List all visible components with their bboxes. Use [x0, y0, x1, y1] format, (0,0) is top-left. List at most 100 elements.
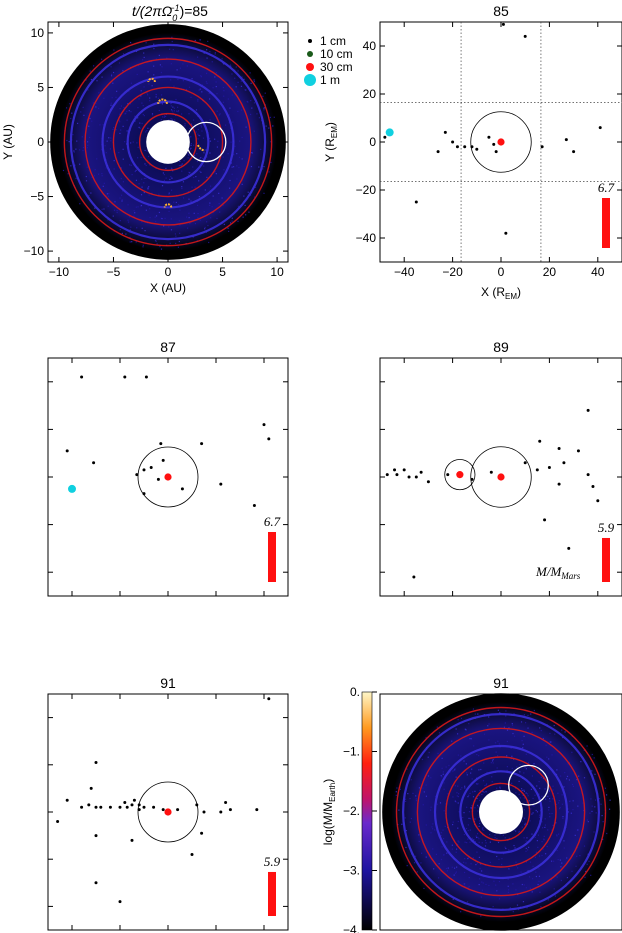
- dust-speck: [215, 81, 217, 83]
- particle-point: [142, 468, 146, 472]
- dust-speck: [475, 835, 477, 837]
- dust-speck: [436, 726, 438, 728]
- dust-speck: [609, 799, 611, 801]
- dust-speck: [129, 103, 131, 105]
- particle-point: [135, 473, 139, 477]
- dust-speck: [153, 74, 155, 76]
- dust-speck: [457, 802, 459, 804]
- dust-speck: [543, 838, 545, 840]
- dust-speck: [197, 216, 199, 219]
- dust-speck: [521, 739, 523, 742]
- scatter-87-content: 6.7: [65, 375, 281, 582]
- dust-speck: [523, 809, 525, 811]
- dust-speck: [256, 113, 258, 115]
- dust-speck: [469, 829, 471, 831]
- particle-point: [161, 808, 165, 812]
- dust-speck: [468, 817, 470, 819]
- dust-speck: [444, 825, 446, 827]
- dust-speck: [170, 63, 172, 65]
- dust-speck: [227, 227, 229, 229]
- particle-point: [487, 135, 491, 139]
- dust-speck: [265, 125, 267, 127]
- dust-speck: [467, 887, 469, 889]
- dust-speck: [516, 904, 519, 906]
- dust-speck: [457, 820, 459, 823]
- dust-speck: [525, 861, 527, 863]
- dust-speck: [544, 826, 546, 829]
- dust-speck: [579, 854, 581, 857]
- dust-speck: [427, 775, 430, 777]
- dust-speck: [525, 850, 527, 852]
- dust-speck: [454, 769, 456, 771]
- dust-speck: [486, 783, 488, 785]
- dust-speck: [148, 83, 150, 85]
- particle-point: [118, 900, 122, 904]
- dust-speck: [457, 719, 459, 721]
- dust-speck: [454, 800, 456, 802]
- dust-speck: [228, 114, 230, 116]
- dust-speck: [92, 65, 95, 67]
- panel-scatter-91: 91 5.9: [47, 675, 289, 931]
- dust-speck: [526, 837, 528, 839]
- dust-speck: [209, 204, 211, 207]
- dust-speck: [467, 796, 469, 798]
- dust-speck: [198, 89, 200, 91]
- dust-speck: [164, 217, 166, 219]
- scatter-87-title: 87: [160, 339, 176, 355]
- dust-speck: [161, 185, 164, 187]
- dust-speck: [147, 71, 149, 73]
- dust-speck: [219, 211, 221, 213]
- dust-speck: [456, 848, 458, 850]
- dust-speck: [496, 855, 498, 858]
- dust-speck: [513, 829, 515, 831]
- dust-speck: [171, 177, 173, 179]
- dust-speck: [606, 832, 608, 835]
- dust-speck: [498, 858, 500, 860]
- dust-speck: [504, 722, 506, 724]
- disk-ring: [84, 58, 252, 226]
- dust-speck: [116, 209, 118, 212]
- y-tick-label: 40: [363, 39, 377, 53]
- dust-speck: [474, 790, 476, 792]
- dust-speck: [505, 715, 507, 717]
- particle-point: [156, 477, 160, 481]
- dust-speck: [120, 129, 122, 131]
- dust-speck: [415, 795, 417, 797]
- dust-speck: [453, 769, 455, 771]
- dust-speck: [168, 119, 170, 121]
- dust-speck: [405, 800, 407, 803]
- dust-speck: [530, 788, 533, 790]
- dust-speck: [430, 832, 432, 834]
- dust-speck: [591, 753, 593, 756]
- dust-speck: [111, 97, 113, 99]
- planetesimal-point: [497, 473, 505, 481]
- dust-speck: [544, 788, 546, 790]
- dust-speck: [119, 113, 121, 115]
- dust-speck: [196, 160, 198, 163]
- dust-speck: [237, 81, 239, 83]
- dust-speck: [85, 175, 87, 178]
- mass-bar: [602, 198, 610, 248]
- dust-speck: [101, 76, 103, 78]
- colorbar-tick-label: −3.: [343, 864, 360, 878]
- dust-speck: [445, 867, 448, 870]
- dust-speck: [477, 806, 479, 808]
- dust-speck: [478, 817, 480, 819]
- dust-speck: [243, 78, 245, 80]
- dust-speck: [466, 901, 469, 903]
- dust-speck: [522, 901, 525, 903]
- dust-speck: [553, 888, 555, 890]
- scatter-91-content: 5.9: [56, 697, 281, 916]
- dust-speck: [499, 712, 501, 714]
- particle-point: [195, 803, 199, 807]
- dust-speck: [207, 224, 209, 227]
- dust-speck: [518, 793, 520, 796]
- large-particle-point: [385, 128, 394, 137]
- dust-speck: [192, 119, 195, 121]
- hill-circle: [470, 111, 532, 173]
- dust-speck: [525, 887, 527, 889]
- dust-speck: [250, 100, 252, 102]
- dust-speck: [210, 217, 212, 219]
- dust-speck: [505, 847, 507, 850]
